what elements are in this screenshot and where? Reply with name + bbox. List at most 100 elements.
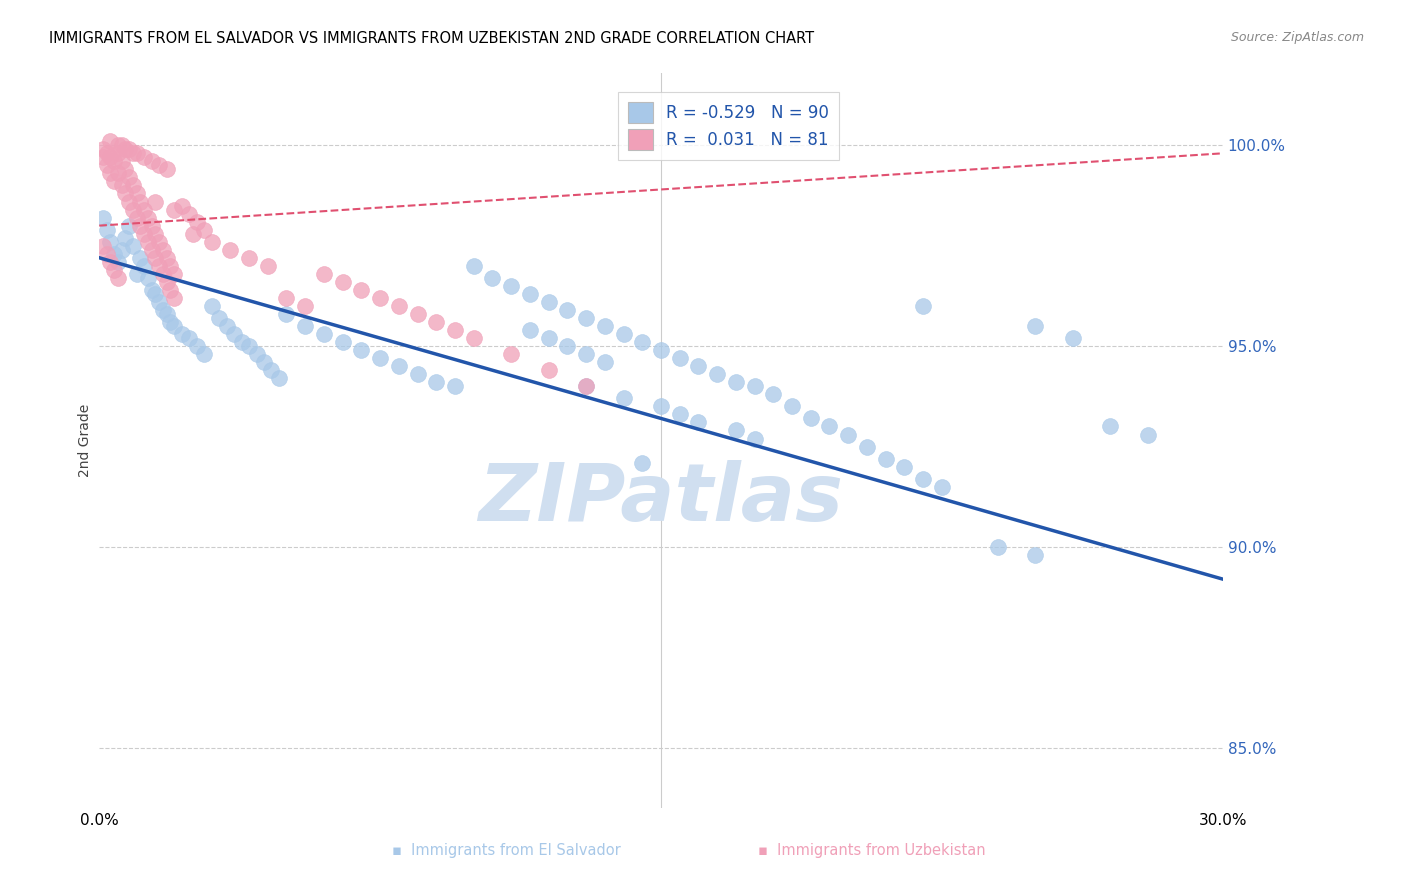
Point: [170, 198, 193, 212]
Point: [114, 142, 136, 156]
Point: [463, 259, 485, 273]
Point: [134, 227, 156, 241]
Point: [114, 186, 136, 201]
Point: [136, 211, 159, 225]
Point: [111, 154, 134, 169]
Point: [724, 424, 747, 438]
Y-axis label: 2nd Grade: 2nd Grade: [79, 404, 93, 477]
Point: [96, 158, 118, 172]
Point: [114, 230, 136, 244]
Point: [152, 303, 174, 318]
Point: [219, 243, 242, 257]
Point: [245, 347, 267, 361]
Point: [145, 251, 167, 265]
Point: [156, 162, 179, 177]
Point: [181, 227, 204, 241]
Point: [631, 335, 654, 350]
Point: [837, 427, 859, 442]
Point: [332, 275, 354, 289]
Point: [575, 311, 598, 326]
Point: [724, 376, 747, 390]
Point: [256, 259, 278, 273]
Point: [1024, 548, 1046, 562]
Point: [152, 243, 174, 257]
Point: [253, 355, 276, 369]
Point: [668, 351, 690, 366]
Point: [107, 254, 129, 268]
Point: [118, 194, 141, 209]
Point: [152, 267, 174, 281]
Point: [141, 243, 163, 257]
Point: [1136, 427, 1159, 442]
Point: [668, 408, 690, 422]
Point: [312, 267, 335, 281]
Point: [1024, 319, 1046, 334]
Point: [186, 339, 208, 353]
Point: [111, 243, 134, 257]
Point: [276, 307, 298, 321]
Point: [122, 146, 145, 161]
Point: [912, 472, 935, 486]
Point: [91, 150, 114, 164]
Point: [200, 299, 222, 313]
Point: [267, 371, 290, 385]
Point: [177, 206, 200, 220]
Point: [557, 339, 579, 353]
Point: [134, 202, 156, 217]
Point: [111, 138, 134, 153]
Point: [134, 259, 156, 273]
Point: [444, 379, 467, 393]
Point: [350, 343, 373, 358]
Point: [103, 262, 125, 277]
Point: [537, 363, 560, 377]
Point: [156, 275, 179, 289]
Point: [463, 331, 485, 345]
Point: [159, 283, 181, 297]
Point: [388, 299, 411, 313]
Point: [91, 238, 114, 252]
Point: [294, 319, 316, 334]
Point: [875, 451, 897, 466]
Point: [107, 270, 129, 285]
Point: [125, 146, 148, 161]
Point: [107, 146, 129, 161]
Point: [593, 355, 616, 369]
Point: [122, 238, 145, 252]
Point: [406, 368, 429, 382]
Point: [537, 331, 560, 345]
Point: [91, 142, 114, 156]
Point: [1062, 331, 1084, 345]
Point: [125, 211, 148, 225]
Point: [893, 459, 915, 474]
Point: [537, 295, 560, 310]
Point: [163, 291, 186, 305]
Point: [114, 162, 136, 177]
Point: [912, 299, 935, 313]
Point: [519, 286, 541, 301]
Legend: R = -0.529   N = 90, R =  0.031   N = 81: R = -0.529 N = 90, R = 0.031 N = 81: [617, 93, 839, 160]
Point: [501, 278, 523, 293]
Point: [145, 286, 167, 301]
Point: [593, 319, 616, 334]
Point: [163, 202, 186, 217]
Point: [159, 259, 181, 273]
Point: [163, 267, 186, 281]
Point: [294, 299, 316, 313]
Point: [186, 214, 208, 228]
Point: [368, 291, 391, 305]
Text: IMMIGRANTS FROM EL SALVADOR VS IMMIGRANTS FROM UZBEKISTAN 2ND GRADE CORRELATION : IMMIGRANTS FROM EL SALVADOR VS IMMIGRANT…: [49, 31, 814, 46]
Point: [575, 379, 598, 393]
Point: [800, 411, 823, 425]
Point: [388, 359, 411, 374]
Point: [96, 222, 118, 236]
Point: [100, 134, 122, 148]
Text: Source: ZipAtlas.com: Source: ZipAtlas.com: [1230, 31, 1364, 45]
Point: [107, 166, 129, 180]
Point: [557, 303, 579, 318]
Point: [425, 376, 447, 390]
Point: [650, 400, 672, 414]
Point: [118, 142, 141, 156]
Point: [501, 347, 523, 361]
Point: [148, 235, 170, 249]
Point: [170, 327, 193, 342]
